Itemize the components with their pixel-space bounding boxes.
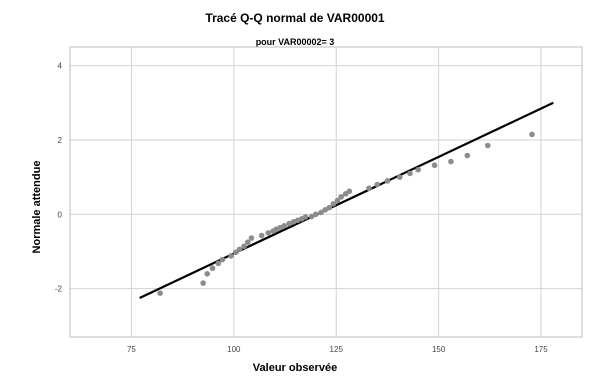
data-point — [281, 223, 288, 229]
y-axis-label: Normale attendue — [31, 160, 43, 254]
reference-line — [139, 101, 554, 299]
data-point — [484, 142, 491, 149]
y-tick-label: -2 — [55, 285, 63, 294]
x-tick-label: 100 — [227, 345, 241, 354]
x-tick-label: 75 — [127, 345, 136, 354]
data-point — [374, 181, 381, 188]
plot-frame — [69, 46, 583, 338]
data-point — [200, 280, 206, 286]
y-tick-label: 4 — [58, 62, 63, 71]
data-point — [334, 197, 341, 204]
data-point — [244, 239, 251, 245]
data-point — [330, 201, 337, 207]
data-point — [415, 166, 421, 173]
data-point — [219, 256, 226, 263]
data-point — [346, 188, 353, 195]
data-point — [236, 246, 243, 253]
data-point — [326, 204, 333, 211]
data-point — [407, 170, 413, 177]
data-point — [241, 243, 247, 250]
x-tick-label: 150 — [432, 345, 446, 354]
x-axis-label: Valeur observée — [252, 362, 338, 374]
data-point — [204, 270, 211, 277]
data-point — [228, 253, 234, 259]
data-point — [258, 232, 265, 239]
data-point — [464, 152, 471, 159]
y-tick-label: 0 — [58, 210, 63, 219]
y-tick-label: 2 — [58, 136, 63, 145]
data-point — [215, 260, 222, 267]
data-point — [384, 178, 391, 184]
data-point — [308, 213, 315, 220]
x-tick-label: 125 — [330, 345, 344, 354]
tick-labels: 75 100 125 150 175 -2 0 2 4 — [55, 62, 548, 354]
data-point — [396, 174, 403, 180]
data-point — [209, 265, 216, 272]
data-point — [248, 235, 255, 241]
data-point — [366, 185, 372, 192]
data-point — [286, 220, 292, 227]
data-point — [338, 194, 344, 200]
data-point — [318, 209, 324, 216]
x-tick-label: 175 — [534, 345, 548, 354]
chart-subtitle: pour VAR00002= 3 — [255, 37, 335, 47]
chart-title: Tracé Q-Q normal de VAR00001 — [205, 11, 385, 25]
data-point — [312, 211, 319, 218]
data-point — [431, 162, 438, 169]
data-point — [322, 207, 328, 213]
data-point — [302, 214, 309, 220]
data-point — [265, 230, 272, 236]
grid-lines — [70, 47, 582, 337]
data-points — [157, 131, 535, 296]
data-point — [157, 290, 163, 296]
data-point — [448, 158, 454, 165]
data-point — [529, 131, 535, 138]
